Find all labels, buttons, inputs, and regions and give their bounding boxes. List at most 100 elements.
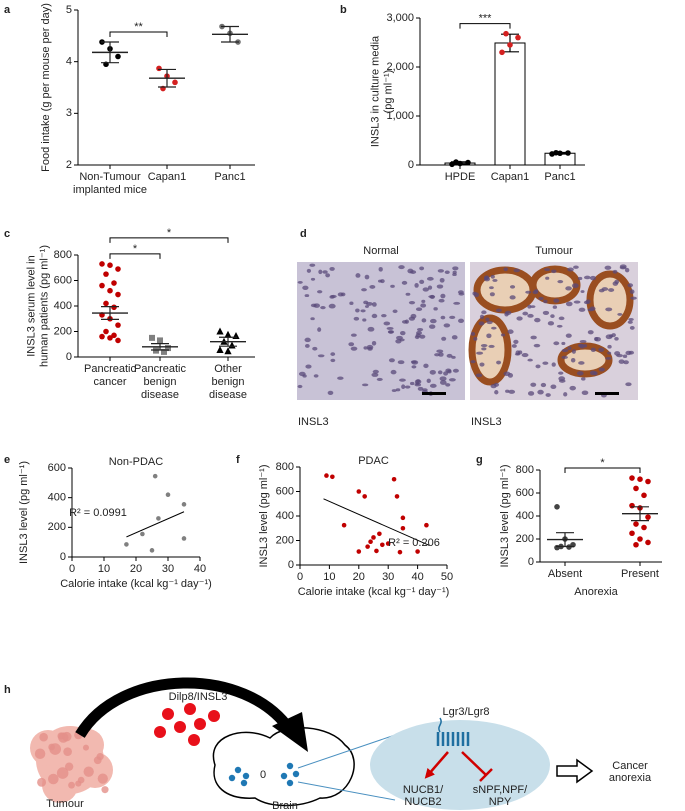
nucleus	[561, 341, 566, 345]
nucleus	[443, 371, 449, 376]
nucleus	[407, 268, 414, 274]
nucleus	[317, 327, 322, 332]
nucleus	[419, 279, 425, 285]
nucleus	[445, 383, 451, 387]
data-point	[107, 262, 113, 269]
nucleus	[565, 301, 573, 307]
nucleus	[486, 320, 493, 325]
neuron-detail	[370, 720, 550, 810]
x-tick-label: HPDE	[444, 171, 476, 183]
nucleus	[550, 314, 555, 318]
nucleus	[491, 326, 497, 330]
nucleus	[388, 358, 395, 363]
data-point	[356, 489, 362, 494]
tumour-cell	[61, 731, 72, 742]
tumour-cell	[56, 767, 69, 779]
data-point	[362, 494, 367, 499]
nucleus	[371, 340, 377, 346]
nucleus	[505, 389, 510, 393]
nucleus	[581, 390, 589, 395]
nucleus	[404, 385, 411, 389]
nucleus	[414, 335, 420, 340]
nucleus	[439, 380, 447, 385]
data-point	[371, 535, 376, 540]
neuron	[234, 766, 242, 774]
trend-line	[126, 511, 185, 538]
nucleus	[409, 381, 415, 386]
data-point	[224, 347, 232, 355]
nucleus	[399, 378, 406, 382]
nucleus	[607, 344, 612, 349]
y-tick-label: 0	[60, 551, 66, 563]
nucleus	[495, 308, 502, 313]
nucleus	[348, 342, 355, 347]
y-tick-label: 200	[54, 325, 72, 337]
nucleus	[480, 344, 488, 348]
brain-label: Brain	[272, 800, 298, 811]
nucleus	[580, 290, 585, 293]
data-point	[115, 291, 121, 298]
ligand-label: Dilp8/INSL3	[169, 691, 228, 703]
data-point	[641, 524, 647, 531]
nucleus	[551, 269, 557, 274]
y-tick-label: 400	[48, 492, 66, 504]
data-point	[99, 333, 105, 340]
nucleus	[538, 296, 544, 301]
nucleus	[313, 374, 319, 378]
nucleus	[438, 298, 445, 303]
connector	[297, 781, 396, 801]
nucleus	[542, 361, 549, 365]
panel-letter: h	[4, 684, 11, 696]
nucleus	[367, 326, 375, 332]
nucleus	[436, 349, 444, 353]
nucleus	[557, 279, 564, 284]
panel-letter: a	[4, 4, 11, 16]
y-tick-label: 1,000	[386, 110, 414, 122]
data-point	[228, 341, 236, 349]
nucleus	[405, 292, 411, 296]
nucleus	[500, 333, 506, 337]
x-tick-label: 20	[130, 563, 142, 575]
data-point	[124, 542, 129, 547]
nucleus	[470, 360, 476, 364]
y-tick-label: 3,000	[386, 12, 414, 24]
target-label: NUCB2	[404, 796, 441, 808]
receptor-tail	[438, 717, 442, 733]
nucleus	[579, 339, 587, 343]
inhibition-bar	[479, 768, 493, 782]
nucleus	[317, 354, 325, 358]
micrograph	[297, 262, 465, 400]
y-tick-label: 200	[276, 534, 294, 546]
y-axis-label: INSL3 serum level in	[25, 255, 37, 357]
nucleus	[443, 323, 451, 328]
nucleus	[419, 266, 425, 271]
nucleus	[530, 382, 537, 387]
nucleus	[570, 357, 576, 363]
data-point	[356, 549, 362, 554]
panel-letter: c	[4, 228, 10, 240]
data-point	[115, 53, 121, 60]
neuron	[286, 762, 294, 770]
activation-arrow	[424, 751, 449, 779]
secretion-arrowhead	[272, 712, 308, 752]
connector	[297, 734, 396, 769]
data-point	[111, 304, 117, 311]
nucleus	[478, 321, 485, 326]
ligand	[162, 708, 174, 720]
nucleus	[317, 290, 323, 294]
x-tick-label-box: Capan1	[491, 171, 530, 183]
y-tick-label: 2	[66, 159, 72, 171]
neuron	[292, 770, 300, 778]
nucleus	[475, 373, 483, 378]
micrograph-caption: INSL3	[471, 416, 502, 428]
chart-title: Non-PDAC	[109, 456, 163, 468]
nucleus	[386, 326, 394, 330]
nucleus	[325, 273, 331, 278]
x-tick-label: 0	[69, 563, 75, 575]
nucleus	[361, 383, 369, 387]
nucleus	[401, 320, 408, 324]
nucleus	[410, 313, 417, 319]
y-tick-label: 600	[516, 487, 534, 499]
nucleus	[508, 389, 516, 394]
nucleus	[453, 301, 461, 305]
